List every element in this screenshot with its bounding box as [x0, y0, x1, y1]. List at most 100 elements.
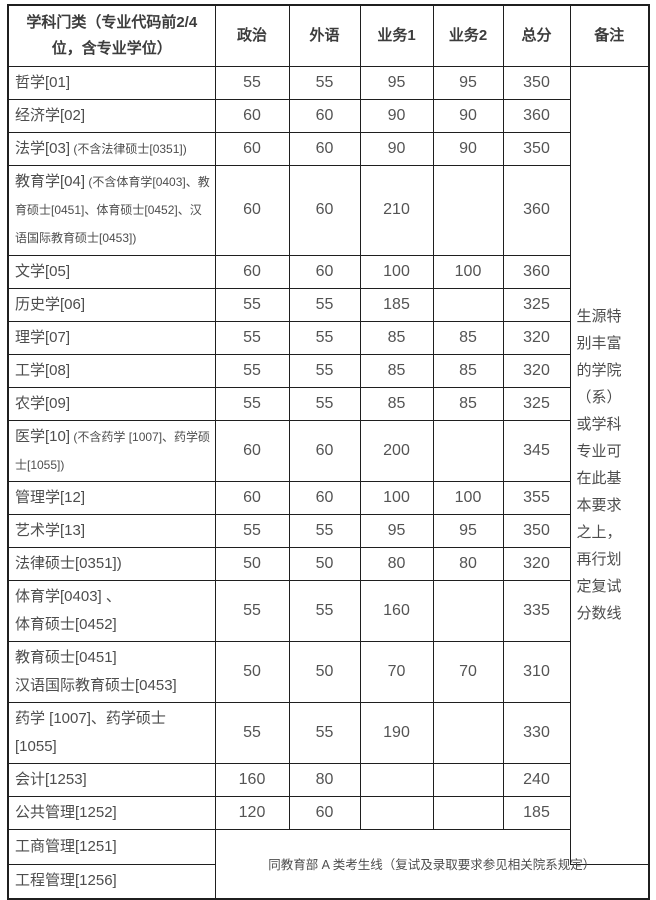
- subject-name: 艺术学[13]: [15, 521, 86, 539]
- col-header-business2: 业务2: [432, 4, 504, 67]
- score-politics-cell: 55: [214, 65, 290, 100]
- score-total-cell: 325: [502, 287, 571, 322]
- score-politics-cell: 55: [214, 287, 290, 322]
- subject-cell: 农学[09]: [7, 386, 216, 421]
- score-politics-cell: 60: [214, 480, 290, 515]
- table-row: 教育硕士[0451] 汉语国际教育硕士[0453] 50 50 70 70 31…: [7, 640, 649, 703]
- score-politics-cell: 55: [214, 701, 290, 764]
- subject-cell: 经济学[02]: [7, 98, 216, 133]
- score-total-cell: 240: [502, 762, 571, 797]
- table-row: 法律硕士[0351]) 50 50 80 80 320: [7, 546, 649, 581]
- score-total-cell: 185: [502, 795, 571, 830]
- score-total-cell: 345: [502, 419, 571, 482]
- score-politics-cell: 60: [214, 419, 290, 482]
- score-business2-cell: 85: [432, 320, 504, 355]
- subject-name: 经济学[02]: [15, 106, 86, 124]
- score-total-cell: 360: [502, 254, 571, 289]
- subject-name: 法学[03]: [15, 139, 71, 157]
- subject-cell: 工商管理[1251]: [7, 828, 216, 865]
- score-politics-cell: 55: [214, 386, 290, 421]
- score-foreign-cell: 50: [288, 640, 361, 703]
- score-total-cell: 320: [502, 546, 571, 581]
- subject-cell: 体育学[0403] 、 体育硕士[0452]: [7, 579, 216, 642]
- score-total-cell: 330: [502, 701, 571, 764]
- score-business2-cell: 90: [432, 98, 504, 133]
- score-foreign-cell: 60: [288, 98, 361, 133]
- score-politics-cell: 60: [214, 98, 290, 133]
- score-total-cell: 335: [502, 579, 571, 642]
- score-foreign-cell: 55: [288, 513, 361, 548]
- subject-cell: 教育硕士[0451] 汉语国际教育硕士[0453]: [7, 640, 216, 703]
- subject-name: 医学[10]: [15, 427, 71, 445]
- score-business2-cell: 100: [432, 254, 504, 289]
- table-row: 文学[05] 60 60 100 100 360: [7, 254, 649, 289]
- score-foreign-cell: 60: [288, 164, 361, 256]
- table-row: 体育学[0403] 、 体育硕士[0452] 55 55 160 335: [7, 579, 649, 642]
- col-header-foreign: 外语: [288, 4, 361, 67]
- subject-cell: 艺术学[13]: [7, 513, 216, 548]
- table-row: 工商管理[1251] 同教育部 A 类考生线（复试及录取要求参见相关院系规定）: [7, 828, 650, 900]
- table-row: 哲学[01] 55 55 95 95 350 生源特 别丰富 的学院 （系） 或…: [7, 65, 650, 865]
- table-row: 药学 [1007]、药学硕士 [1055] 55 55 190 330: [7, 701, 649, 764]
- subject-name: 工商管理[1251]: [15, 837, 117, 855]
- score-total-cell: 320: [502, 353, 571, 388]
- score-business1-cell: 90: [359, 98, 434, 133]
- score-foreign-cell: 60: [288, 480, 361, 515]
- subject-name: 教育学[04]: [15, 173, 86, 190]
- score-business2-cell: [432, 164, 504, 256]
- table-row: 医学[10] (不含药学 [1007]、药学硕士[1055]) 60 60 20…: [7, 419, 649, 482]
- score-business1-cell: 85: [359, 386, 434, 421]
- score-politics-cell: 60: [214, 131, 290, 166]
- table-row: 经济学[02] 60 60 90 90 360: [7, 98, 649, 133]
- score-business1-cell: 95: [359, 65, 434, 100]
- subject-cell: 哲学[01]: [7, 65, 216, 100]
- col-header-politics: 政治: [214, 4, 290, 67]
- col-header-total: 总分: [502, 4, 571, 67]
- subject-cell: 公共管理[1252]: [7, 795, 216, 830]
- score-business2-cell: [432, 795, 504, 830]
- score-business1-cell: 70: [359, 640, 434, 703]
- score-foreign-cell: 60: [288, 419, 361, 482]
- score-business2-cell: 70: [432, 640, 504, 703]
- subject-cell: 文学[05]: [7, 254, 216, 289]
- subject-name: 法律硕士[0351]): [15, 554, 122, 572]
- subject-cell: 历史学[06]: [7, 287, 216, 322]
- score-politics-cell: 55: [214, 579, 290, 642]
- score-foreign-cell: 55: [288, 386, 361, 421]
- score-business2-cell: 100: [432, 480, 504, 515]
- score-business1-cell: 190: [359, 701, 434, 764]
- score-business1-cell: 90: [359, 131, 434, 166]
- score-business2-cell: [432, 762, 504, 797]
- subject-cell: 法律硕士[0351]): [7, 546, 216, 581]
- score-politics-cell: 120: [214, 795, 290, 830]
- col-header-business1: 业务1: [359, 4, 434, 67]
- score-total-cell: 360: [502, 164, 571, 256]
- subject-name: 农学[09]: [15, 394, 71, 412]
- score-total-cell: 310: [502, 640, 571, 703]
- score-business1-cell: 95: [359, 513, 434, 548]
- score-business2-cell: 85: [432, 353, 504, 388]
- score-foreign-cell: 55: [288, 579, 361, 642]
- score-business1-cell: [359, 795, 434, 830]
- table-row: 法学[03] (不含法律硕士[0351]) 60 60 90 90 350: [7, 131, 649, 166]
- score-business1-cell: 200: [359, 419, 434, 482]
- score-business1-cell: 100: [359, 480, 434, 515]
- subject-cell: 工学[08]: [7, 353, 216, 388]
- score-total-cell: 360: [502, 98, 571, 133]
- score-business2-cell: [432, 579, 504, 642]
- subject-name: 药学 [1007]、药学硕士 [1055]: [15, 709, 166, 755]
- subject-name: 工学[08]: [15, 361, 71, 379]
- subject-name: 公共管理[1252]: [15, 803, 117, 821]
- col-header-subject: 学科门类（专业代码前2/4 位，含专业学位）: [7, 4, 216, 67]
- score-total-cell: 320: [502, 320, 571, 355]
- subject-cell: 会计[1253]: [7, 762, 216, 797]
- table-row: 艺术学[13] 55 55 95 95 350: [7, 513, 649, 548]
- score-business1-cell: 100: [359, 254, 434, 289]
- subject-annotation: (不含体育学[0403]、教育硕士[0451]、体育硕士[0452]、汉语国际教…: [15, 175, 210, 245]
- subject-cell: 法学[03] (不含法律硕士[0351]): [7, 131, 216, 166]
- score-business1-cell: 80: [359, 546, 434, 581]
- score-foreign-cell: 55: [288, 320, 361, 355]
- table-row: 工学[08] 55 55 85 85 320: [7, 353, 649, 388]
- score-business2-cell: [432, 419, 504, 482]
- score-business2-cell: 85: [432, 386, 504, 421]
